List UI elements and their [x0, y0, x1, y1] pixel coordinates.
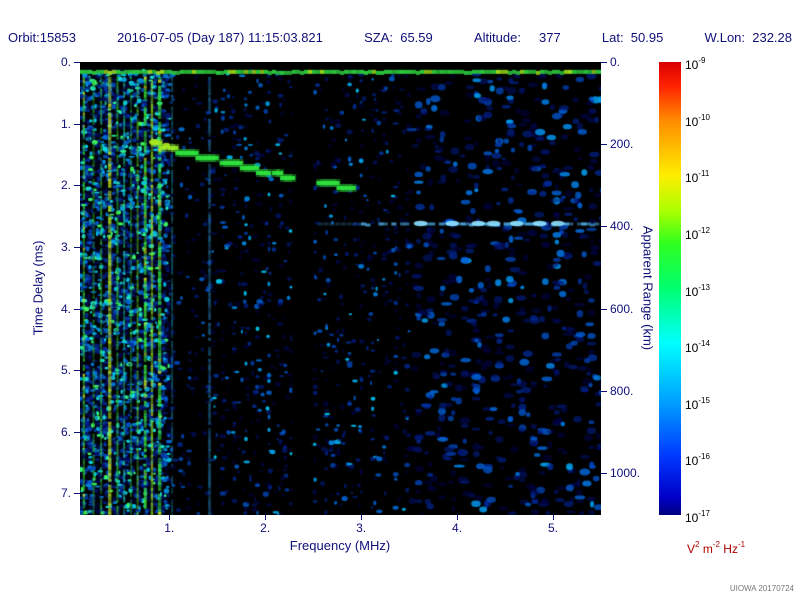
- y-axis-right-tick: [601, 472, 607, 474]
- y-axis-left-tick-label: 6.: [60, 424, 71, 439]
- x-axis-tick-label: 3.: [356, 521, 367, 535]
- y-axis-left-tick-label: 7.: [60, 486, 71, 501]
- y-axis-right-tick: [601, 144, 607, 146]
- colorbar-tick-label: 10-11: [685, 169, 710, 186]
- y-axis-right-tick: [601, 308, 607, 310]
- colorbar-tick-label: 10-9: [685, 56, 706, 72]
- colorbar-tick-label: 10-16: [685, 452, 710, 469]
- header-status-line: Orbit:15853 2016-07-05 (Day 187) 11:15:0…: [8, 30, 792, 45]
- y-axis-left-tick-label: 1.: [60, 116, 71, 131]
- colorbar-units-label: V2 m-2 Hz-1: [687, 540, 746, 556]
- orbit-label: Orbit:15853: [8, 30, 76, 45]
- x-axis-tick-label: 2.: [260, 521, 271, 535]
- y-axis-left-tick: [74, 308, 80, 310]
- colorbar-tick-label: 10-17: [685, 509, 710, 525]
- colorbar: [659, 62, 681, 515]
- y-axis-title-right: Apparent Range (km): [640, 225, 656, 351]
- y-axis-right-tick: [601, 62, 607, 63]
- colorbar-tick-label: 10-12: [685, 225, 710, 242]
- y-axis-right-tick-label: 0.: [610, 55, 621, 69]
- y-axis-left-tick-label: 5.: [60, 363, 71, 378]
- colorbar-tick-label: 10-14: [685, 339, 710, 356]
- x-axis-tick-label: 1.: [164, 521, 175, 535]
- y-axis-left-tick: [74, 185, 80, 187]
- x-axis-title: Frequency (MHz): [289, 538, 391, 553]
- lat-label: Lat: 50.95: [601, 30, 664, 45]
- spectrogram-canvas: [80, 62, 601, 515]
- y-axis-left-tick: [74, 246, 80, 248]
- y-axis-left-tick-label: 4.: [60, 301, 71, 316]
- y-axis-left-tick: [74, 431, 80, 433]
- y-axis-right-tick-label: 200.: [610, 137, 634, 152]
- wlon-label: W.Lon: 232.28: [704, 30, 792, 45]
- x-axis-tick-label: 5.: [548, 521, 559, 535]
- watermark: UIOWA 20170724: [729, 584, 794, 593]
- x-axis-tick: [265, 515, 267, 520]
- y-axis-right-tick: [601, 226, 607, 228]
- x-axis-tick: [361, 515, 363, 520]
- y-axis-right-tick-label: 400.: [610, 219, 634, 234]
- datetime-label: 2016-07-05 (Day 187) 11:15:03.821: [117, 30, 323, 45]
- y-axis-left-tick-label: 2.: [60, 178, 71, 193]
- y-axis-left-tick: [74, 370, 80, 372]
- sza-label: SZA: 65.59: [364, 30, 433, 45]
- x-axis-tick: [169, 515, 171, 520]
- y-axis-right-tick-label: 600.: [610, 301, 634, 316]
- x-axis-tick-label: 4.: [452, 521, 463, 535]
- y-axis-right-tick-label: 1000.: [610, 465, 641, 480]
- altitude-label: Altitude: 377: [473, 30, 561, 45]
- y-axis-right-tick: [601, 390, 607, 392]
- y-axis-left-tick: [74, 123, 80, 125]
- y-axis-left-tick-label: 3.: [60, 239, 71, 254]
- y-axis-left-tick: [74, 493, 80, 495]
- x-axis-tick: [457, 515, 459, 520]
- colorbar-tick-label: 10-13: [685, 282, 710, 299]
- x-axis-tick: [553, 515, 555, 520]
- y-axis-left-tick: [74, 62, 80, 63]
- y-axis-left-tick-label: 0.: [60, 55, 71, 69]
- y-axis-title-left: Time Delay (ms): [30, 240, 46, 336]
- y-axis-right-tick-label: 800.: [610, 383, 634, 398]
- colorbar-tick-label: 10-10: [685, 112, 710, 129]
- colorbar-tick-label: 10-15: [685, 395, 710, 412]
